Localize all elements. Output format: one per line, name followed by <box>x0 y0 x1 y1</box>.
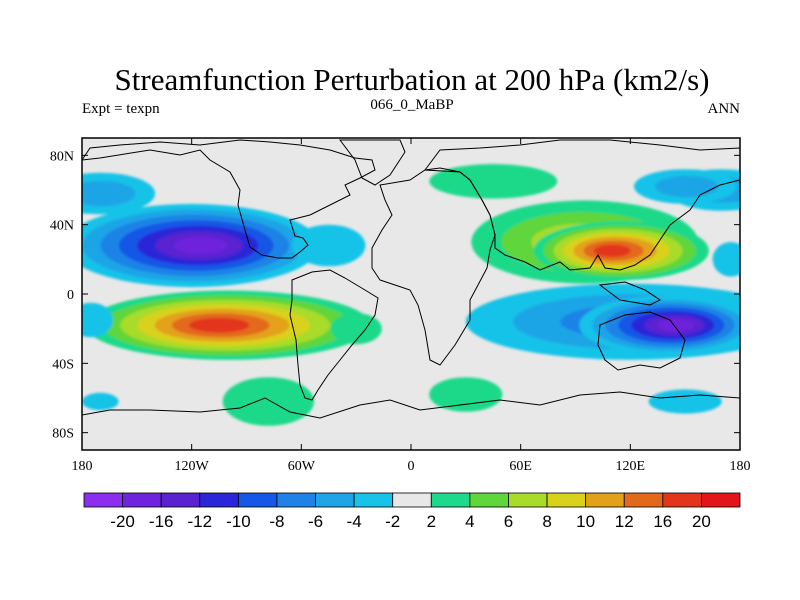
colorbar-label: -8 <box>269 512 284 531</box>
colorbar-swatch <box>546 492 587 508</box>
x-tick-label: 60W <box>288 459 316 474</box>
colorbar-swatch <box>237 492 278 508</box>
neg-australia-core <box>579 295 740 355</box>
colorbar: -20 -16 -12 -10 -8 -6 -4 -2 2 4 6 8 10 12 16 20 <box>83 492 741 531</box>
colorbar-swatch <box>469 492 509 508</box>
colorbar-swatch <box>430 492 471 508</box>
y-tick-label: 40S <box>52 357 74 372</box>
coastline-asia <box>424 139 740 271</box>
subtitle-right: ANN <box>708 101 741 117</box>
colorbar-swatch <box>508 492 548 508</box>
subtitle-center: 066_0_MaBP <box>370 97 453 113</box>
y-tick-label: 40N <box>50 219 74 234</box>
y-tick-label: 80N <box>50 149 74 164</box>
x-tick-label: 180 <box>730 459 751 474</box>
pos-south-indian-level-1 <box>429 377 503 412</box>
neg-north-pacific-level-7 <box>173 236 228 255</box>
pos-southeast-pacific-level-7 <box>189 317 250 333</box>
colorbar-label: -20 <box>110 512 135 531</box>
neg-southern-ocean-east-level-1 <box>648 389 722 414</box>
neg-atlantic-north <box>292 224 366 267</box>
x-tick-label: 120E <box>616 459 646 474</box>
colorbar-label: 12 <box>615 512 634 531</box>
x-axis: 180 120W 60W 0 60E 120E 180 <box>72 138 751 474</box>
colorbar-swatch <box>585 492 625 508</box>
colorbar-swatch <box>353 492 394 508</box>
colorbar-swatch <box>315 492 355 508</box>
pos-south-indian <box>429 377 503 412</box>
coastline-greenland <box>339 139 406 186</box>
colorbar-label: 2 <box>427 512 436 531</box>
coastline-antarctica <box>82 391 740 450</box>
y-tick-label: 80S <box>52 427 74 442</box>
neg-southern-ocean <box>82 392 119 411</box>
pos-asia-core-level-7 <box>593 244 631 257</box>
coastlines <box>82 139 740 450</box>
x-tick-label: 60E <box>509 459 532 474</box>
colorbar-label: -6 <box>308 512 323 531</box>
colorbar-swatch <box>623 492 664 508</box>
neg-north-pacific-hl-level-2 <box>655 175 719 198</box>
coastline-indonesia <box>598 281 661 306</box>
colorbar-swatch <box>199 492 239 508</box>
neg-atlantic-north-level-1 <box>292 224 366 267</box>
colorbar-label: 10 <box>576 512 595 531</box>
chart-title: Streamfunction Perturbation at 200 hPa (… <box>115 62 710 97</box>
colorbar-label: 4 <box>465 512 474 531</box>
neg-dateline-north <box>712 242 740 277</box>
colorbar-label: -2 <box>385 512 400 531</box>
neg-australia-core-level-7 <box>657 319 695 332</box>
neg-north-pacific-hl <box>634 169 737 204</box>
coastline-australia <box>597 311 686 371</box>
colorbar-label: -10 <box>226 512 251 531</box>
colorbar-label: -4 <box>347 512 362 531</box>
x-tick-label: 120W <box>175 459 210 474</box>
y-tick-label: 0 <box>67 288 74 303</box>
pos-south-atlantic-level-1 <box>222 377 315 426</box>
coastline-north-america <box>82 139 376 259</box>
neg-dateline-south-level-1 <box>82 302 113 338</box>
neg-dateline-north-level-1 <box>712 242 740 277</box>
neg-southern-ocean-east <box>648 389 722 414</box>
pos-tropical-atlantic <box>330 313 382 345</box>
colorbar-swatch <box>160 492 201 508</box>
colorbar-swatch <box>662 492 702 508</box>
pos-south-atlantic <box>222 377 315 426</box>
neg-southern-ocean-level-1 <box>82 392 119 411</box>
colorbar-label: 6 <box>504 512 513 531</box>
pos-eurasia-north <box>429 164 558 199</box>
neg-aleutian-west-level-2 <box>82 180 136 207</box>
coastline-south-america <box>289 269 379 401</box>
y-axis: 80N 40N 0 40S 80S <box>50 149 740 442</box>
neg-north-pacific <box>82 203 320 288</box>
colorbar-swatch <box>701 492 741 508</box>
colorbar-swatch <box>276 492 316 508</box>
x-tick-label: 180 <box>72 459 93 474</box>
colorbar-swatch <box>83 492 123 508</box>
pos-eurasia-north-level-1 <box>429 164 558 199</box>
neg-aleutian-west <box>82 172 156 215</box>
colorbar-label: -16 <box>149 512 174 531</box>
colorbar-label: -12 <box>188 512 213 531</box>
colorbar-swatch <box>122 492 162 508</box>
subtitle-left: Expt = texpn <box>82 101 160 117</box>
pos-asia-core <box>533 221 709 281</box>
colorbar-label: 8 <box>542 512 551 531</box>
neg-dateline-south <box>82 302 113 338</box>
pos-tropical-atlantic-level-1 <box>330 313 382 345</box>
colorbar-swatch <box>392 492 432 508</box>
pos-southeast-pacific <box>85 290 371 360</box>
colorbar-label: 16 <box>653 512 672 531</box>
colorbar-label: 20 <box>692 512 711 531</box>
x-tick-label: 0 <box>408 459 415 474</box>
